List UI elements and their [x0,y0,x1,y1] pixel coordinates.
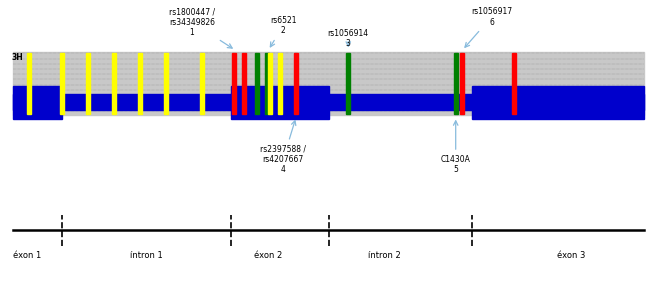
Bar [60,53,64,114]
Bar [86,53,90,114]
Text: C1430A
5: C1430A 5 [441,121,471,174]
Bar [268,53,272,114]
Text: éxon 3: éxon 3 [557,251,585,259]
Text: éxon 2: éxon 2 [254,251,282,259]
Bar [512,53,516,114]
Text: íntron 1: íntron 1 [130,251,163,259]
Bar [13,52,644,115]
Bar [112,53,116,114]
Text: éxon 1: éxon 1 [13,251,41,259]
Bar [13,94,644,110]
Bar [255,53,259,114]
Text: rs2397588 /
rs4207667
4: rs2397588 / rs4207667 4 [260,121,306,174]
Bar [13,86,62,119]
Text: rs1056914
3: rs1056914 3 [327,29,369,48]
Text: 3H: 3H [12,53,23,62]
Bar [454,53,458,114]
Bar [231,86,329,119]
Bar [278,53,282,114]
Text: rs6521
2: rs6521 2 [270,16,296,47]
Bar [27,53,31,114]
Bar [460,53,464,114]
Bar [232,53,236,114]
Text: rs1056917
6: rs1056917 6 [465,7,512,47]
Text: rs1800447 /
rs34349826
1: rs1800447 / rs34349826 1 [169,7,232,48]
Bar [138,53,142,114]
Bar [265,53,269,114]
Bar [164,53,168,114]
Bar [242,53,246,114]
Text: íntron 2: íntron 2 [368,251,400,259]
Bar [294,53,298,114]
Bar [200,53,204,114]
Bar [472,86,644,119]
Bar [346,53,350,114]
